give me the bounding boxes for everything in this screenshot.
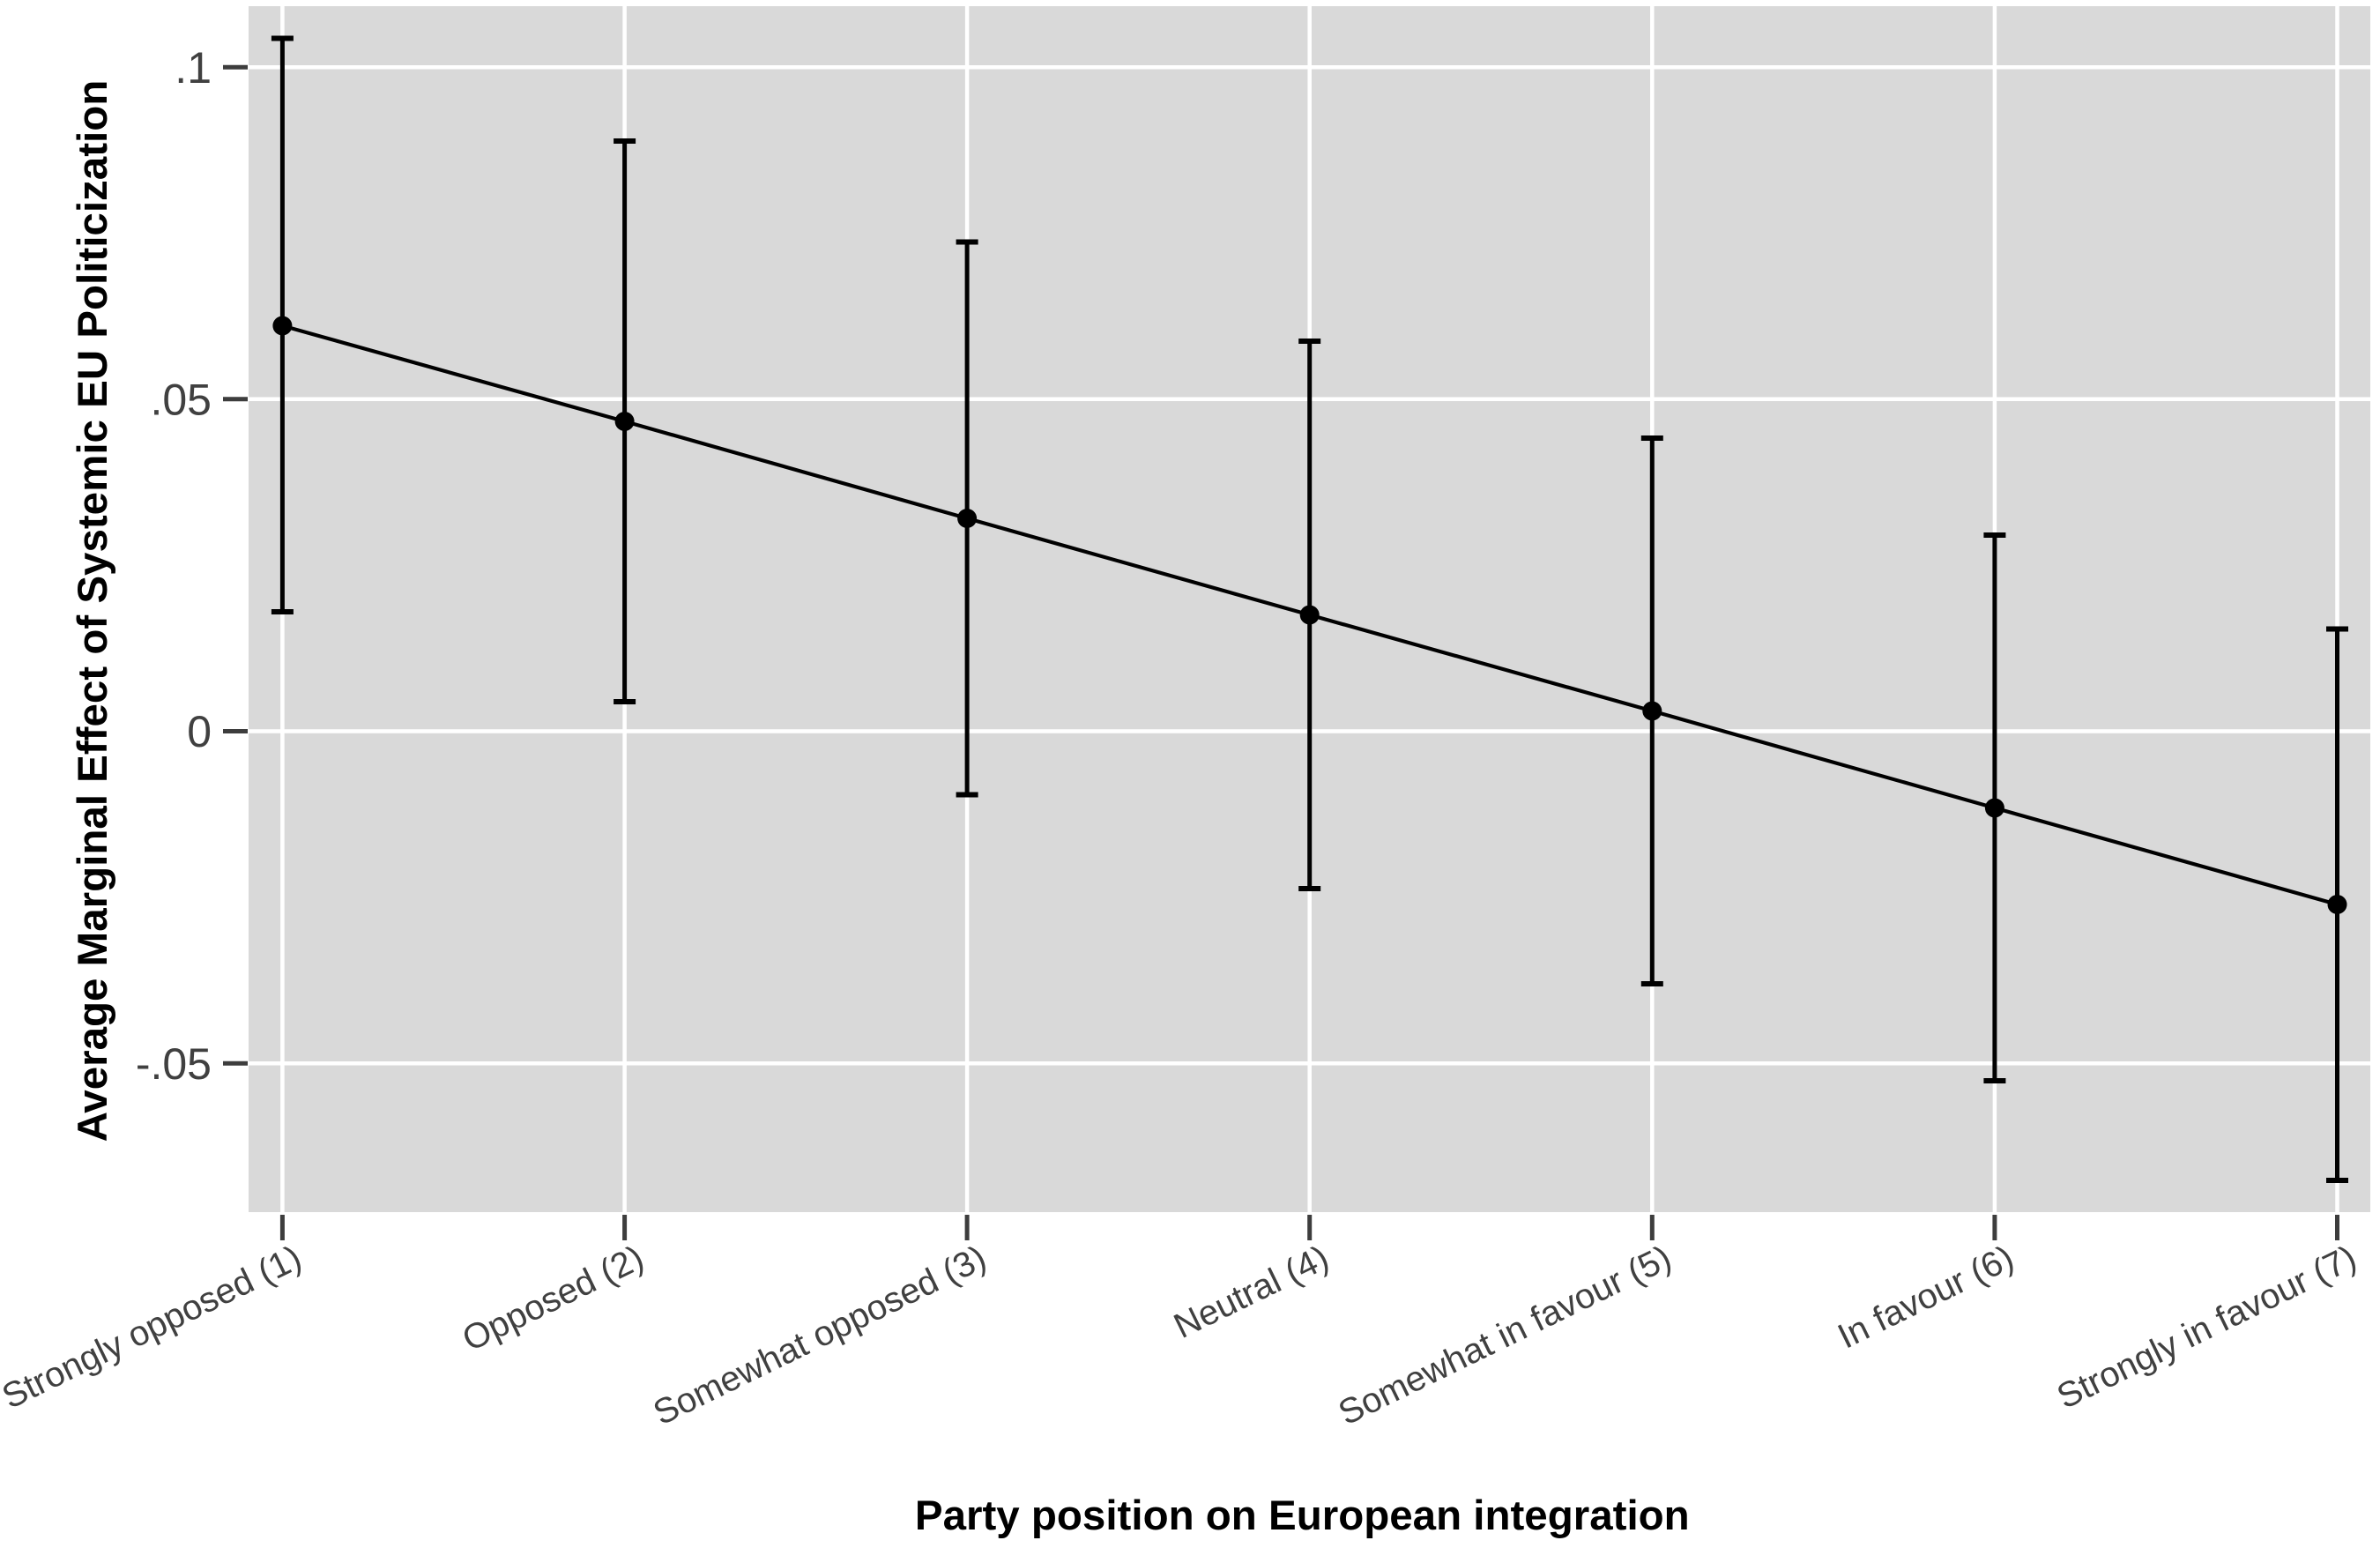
svg-text:.1: .1 (175, 43, 212, 93)
svg-text:0: 0 (187, 707, 212, 756)
svg-text:Average Marginal Effect of Sys: Average Marginal Effect of Systemic EU P… (70, 80, 116, 1142)
svg-text:.05: .05 (150, 376, 212, 425)
svg-text:-.05: -.05 (136, 1039, 212, 1089)
svg-text:Party position on European int: Party position on European integration (915, 1492, 1690, 1539)
